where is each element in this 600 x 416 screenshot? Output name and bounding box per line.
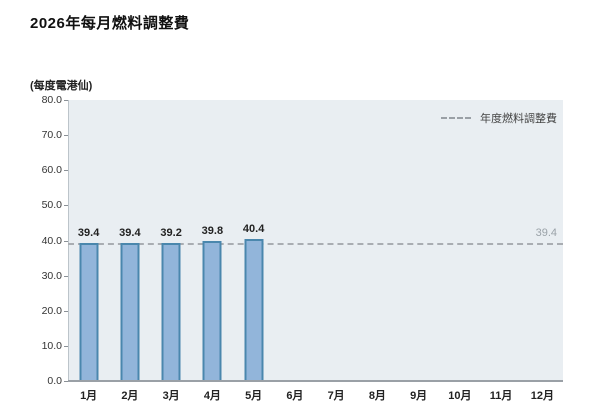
x-axis-label: 12月 xyxy=(530,390,554,402)
month-column xyxy=(522,100,563,381)
dashed-line-legend-icon xyxy=(441,117,471,119)
y-axis-tick-label: 0.0 xyxy=(47,375,62,387)
y-axis-tick-mark xyxy=(64,205,68,207)
y-axis-tick-mark xyxy=(64,275,68,277)
x-axis-line xyxy=(68,380,563,382)
month-column xyxy=(316,100,357,381)
bar xyxy=(161,243,181,381)
x-axis-label: 8月 xyxy=(368,390,386,402)
month-column: 40.4 xyxy=(233,100,274,381)
x-axis-label: 10月 xyxy=(448,390,472,402)
y-axis-tick-label: 10.0 xyxy=(41,339,62,352)
x-axis-label: 7月 xyxy=(327,390,345,402)
month-column: 39.8 xyxy=(192,100,233,381)
y-axis-tick-mark xyxy=(64,135,68,137)
bar xyxy=(202,241,222,381)
bar xyxy=(120,242,140,381)
x-axis-label: 1月 xyxy=(80,390,98,402)
chart-title: 2026年每月燃料調整費 xyxy=(30,15,190,32)
bars-layer: 39.4 39.4 39.2 39.8 40.4 xyxy=(68,100,563,381)
month-column xyxy=(439,100,480,381)
y-axis-tick-label: 40.0 xyxy=(41,234,62,247)
y-axis-tick-label: 80.0 xyxy=(41,94,62,106)
bar-value-label: 39.2 xyxy=(160,227,182,240)
x-axis-label: 2月 xyxy=(121,390,139,402)
y-axis-tick-label: 50.0 xyxy=(41,199,62,212)
month-column xyxy=(481,100,522,381)
bar-value-label: 39.4 xyxy=(77,226,100,239)
legend-label: 年度燃料調整費 xyxy=(480,113,557,125)
y-axis-tick-mark xyxy=(64,310,68,312)
y-axis-tick-label: 70.0 xyxy=(41,129,62,142)
month-column xyxy=(357,100,398,381)
bar-value-label: 39.4 xyxy=(119,226,141,239)
y-axis-tick-label: 30.0 xyxy=(41,269,62,282)
month-column xyxy=(398,100,439,381)
x-axis-label: 4月 xyxy=(203,390,221,402)
y-axis-tick-mark xyxy=(64,240,68,242)
y-axis-tick-label: 20.0 xyxy=(41,304,62,317)
y-axis-unit-label: (每度電港仙) xyxy=(30,80,93,92)
bar xyxy=(79,242,99,381)
annual-adjustment-dashed-line xyxy=(68,242,563,245)
legend: 年度燃料調整費 xyxy=(68,110,557,126)
x-axis-label: 5月 xyxy=(245,390,263,402)
bar-value-label: 39.8 xyxy=(201,225,224,238)
bar xyxy=(244,239,264,381)
x-axis-label: 11月 xyxy=(489,390,513,402)
annual-adjustment-value-label: 39.4 xyxy=(535,226,557,239)
plot-area xyxy=(68,100,563,381)
month-column: 39.2 xyxy=(151,100,192,381)
y-axis-tick-mark xyxy=(64,170,68,172)
x-axis-label: 6月 xyxy=(286,390,304,402)
y-axis-tick-mark xyxy=(64,345,68,347)
x-axis-label: 3月 xyxy=(162,390,180,402)
bar-value-label: 40.4 xyxy=(242,223,265,236)
y-axis-tick-mark xyxy=(64,100,68,101)
y-axis-tick-mark xyxy=(64,381,68,382)
month-column: 39.4 xyxy=(109,100,150,381)
x-axis-label: 9月 xyxy=(410,390,428,402)
x-axis-labels: 1月 2月 3月 4月 5月 6月 7月 8月 9月 10月 11月 12月 xyxy=(68,387,563,403)
month-column: 39.4 xyxy=(68,100,109,381)
month-column xyxy=(274,100,315,381)
y-axis-tick-label: 60.0 xyxy=(41,164,62,177)
